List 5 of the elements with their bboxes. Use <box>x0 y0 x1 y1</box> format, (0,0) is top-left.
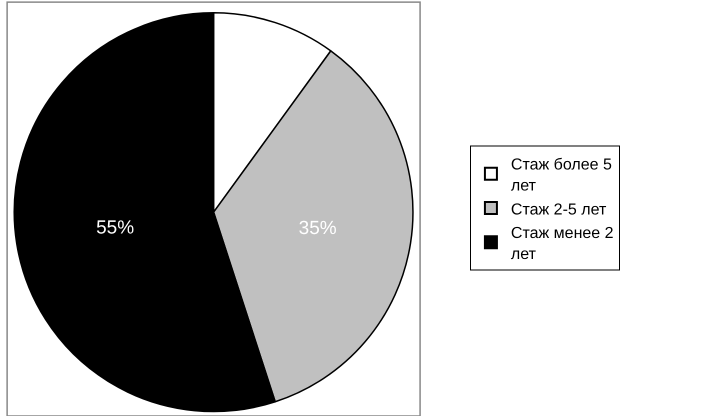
legend-label: Стаж менее 2 лет <box>510 225 614 263</box>
data-label: 55% <box>96 217 134 238</box>
legend-label: Стаж 2-5 лет <box>510 201 607 218</box>
data-label: 35% <box>298 218 337 240</box>
legend-label: Стаж более 5 лет <box>510 156 612 194</box>
